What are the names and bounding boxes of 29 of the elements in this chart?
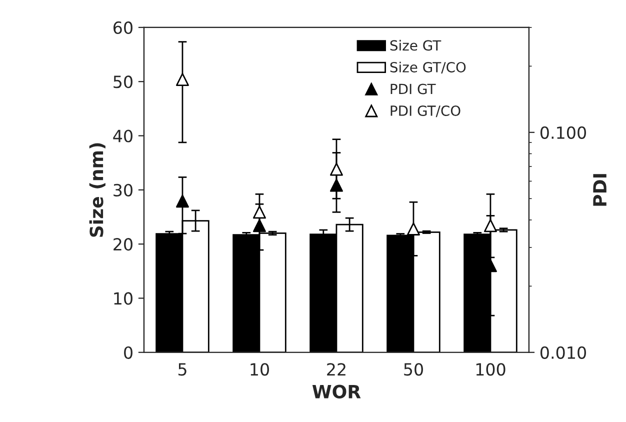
y2-axis-title: PDI [593, 174, 606, 206]
point [406, 222, 420, 236]
x-axis-title: WOR [312, 384, 361, 398]
legend-label: PDI GT/CO [390, 106, 460, 118]
y-tick-label: 60 [114, 21, 132, 34]
legend-label: Size GT [390, 40, 442, 51]
y-tick-label: 30 [114, 184, 132, 196]
x-tick-label: 10 [250, 363, 269, 376]
y-tick-label: 50 [114, 76, 132, 88]
point [484, 219, 497, 232]
y2-tick-label: 0.100 [540, 126, 586, 139]
point [252, 206, 266, 219]
point [176, 72, 189, 86]
y2-tick-label: 0.010 [540, 346, 586, 359]
legend-label: PDI GT [390, 84, 436, 94]
point [330, 162, 343, 176]
point [252, 219, 266, 232]
y-tick-label: 40 [113, 130, 132, 142]
x-tick-label: 5 [178, 363, 186, 376]
y-axis-title: Size (nm) [89, 143, 106, 237]
y-tick-label: 0 [124, 346, 132, 359]
x-tick-label: 50 [404, 363, 423, 376]
y-tick-label: 20 [114, 238, 132, 251]
point [330, 178, 343, 192]
x-tick-label: 22 [327, 363, 346, 376]
x-tick-label: 100 [476, 363, 506, 376]
y-tick-label: 10 [114, 292, 132, 305]
legend-label: Size GT/CO [390, 62, 466, 74]
point [176, 194, 189, 208]
